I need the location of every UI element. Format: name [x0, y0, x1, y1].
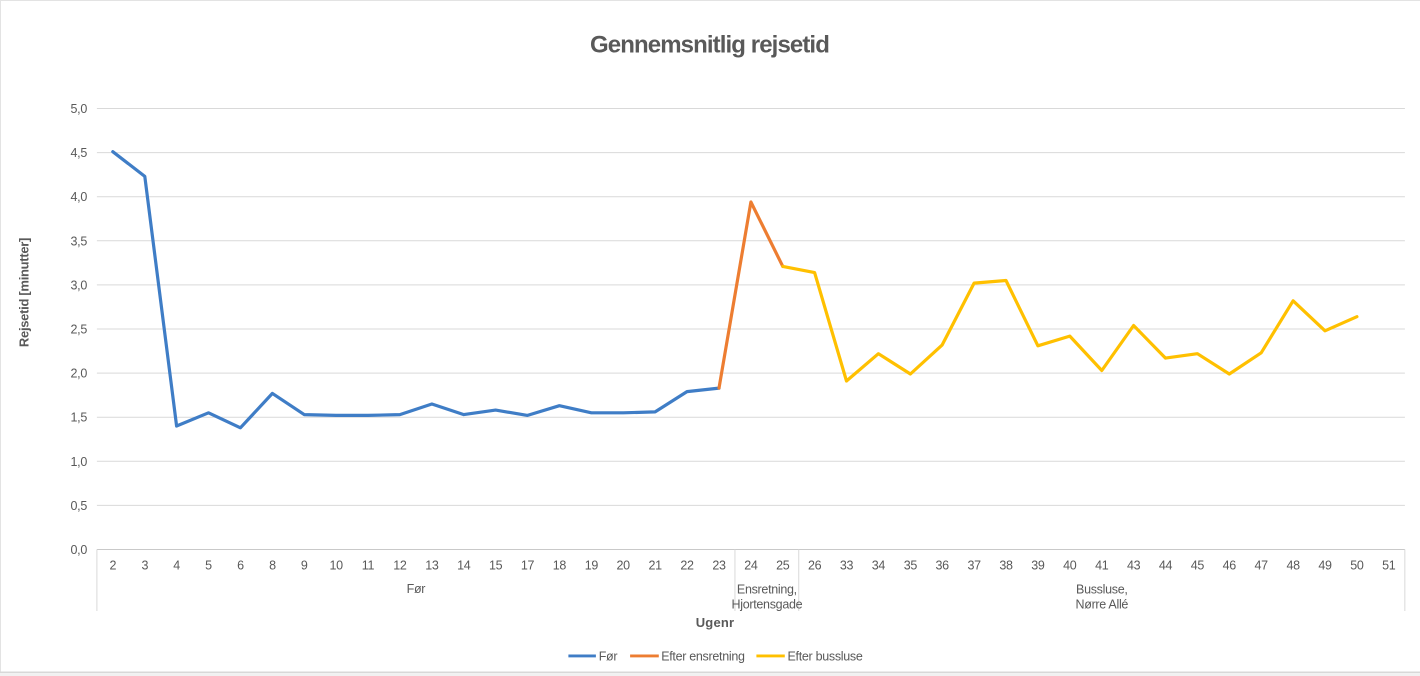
svg-text:Nørre Allé: Nørre Allé: [1076, 598, 1129, 612]
svg-text:17: 17: [521, 559, 535, 573]
svg-text:38: 38: [999, 559, 1013, 573]
svg-text:26: 26: [808, 559, 822, 573]
svg-text:4,0: 4,0: [71, 190, 88, 204]
svg-text:9: 9: [301, 559, 308, 573]
svg-text:Ugenr: Ugenr: [696, 615, 735, 630]
svg-text:13: 13: [425, 559, 439, 573]
svg-text:3: 3: [141, 559, 148, 573]
svg-text:35: 35: [904, 559, 918, 573]
svg-text:2,5: 2,5: [71, 323, 88, 337]
svg-text:43: 43: [1127, 559, 1141, 573]
svg-text:46: 46: [1223, 559, 1237, 573]
svg-text:8: 8: [269, 559, 276, 573]
svg-text:5,0: 5,0: [71, 102, 88, 116]
svg-text:Før: Før: [407, 582, 426, 596]
svg-text:34: 34: [872, 559, 886, 573]
svg-text:37: 37: [967, 559, 981, 573]
svg-text:10: 10: [329, 559, 343, 573]
svg-text:3,5: 3,5: [71, 234, 88, 248]
svg-text:22: 22: [680, 559, 694, 573]
svg-text:Efter ensretning: Efter ensretning: [661, 649, 745, 663]
svg-text:Efter bussluse: Efter bussluse: [788, 649, 863, 663]
svg-text:44: 44: [1159, 559, 1173, 573]
svg-text:18: 18: [553, 559, 567, 573]
svg-text:Hjortensgade: Hjortensgade: [732, 598, 803, 612]
svg-text:14: 14: [457, 559, 471, 573]
svg-text:12: 12: [393, 559, 407, 573]
svg-text:4: 4: [173, 559, 180, 573]
svg-text:50: 50: [1350, 559, 1364, 573]
svg-text:41: 41: [1095, 559, 1109, 573]
svg-text:Rejsetid [minutter]: Rejsetid [minutter]: [17, 238, 32, 347]
svg-text:2: 2: [109, 559, 116, 573]
svg-text:19: 19: [585, 559, 599, 573]
svg-text:Gennemsnitlig rejsetid: Gennemsnitlig rejsetid: [590, 32, 829, 59]
svg-text:6: 6: [237, 559, 244, 573]
svg-text:48: 48: [1286, 559, 1300, 573]
svg-text:33: 33: [840, 559, 854, 573]
svg-text:39: 39: [1031, 559, 1045, 573]
svg-text:24: 24: [744, 559, 758, 573]
svg-text:Bussluse,: Bussluse,: [1076, 583, 1128, 597]
svg-text:36: 36: [936, 559, 950, 573]
svg-text:1,5: 1,5: [71, 411, 88, 425]
svg-text:4,5: 4,5: [71, 146, 88, 160]
svg-text:49: 49: [1318, 559, 1332, 573]
svg-text:51: 51: [1382, 559, 1396, 573]
svg-text:2,0: 2,0: [71, 367, 88, 381]
svg-text:11: 11: [362, 559, 375, 573]
svg-text:Før: Før: [599, 649, 618, 663]
svg-text:5: 5: [205, 559, 212, 573]
svg-text:47: 47: [1255, 559, 1269, 573]
svg-text:23: 23: [712, 559, 726, 573]
svg-text:1,0: 1,0: [71, 455, 88, 469]
svg-text:25: 25: [776, 559, 790, 573]
svg-text:0,5: 0,5: [71, 499, 88, 513]
svg-text:0,0: 0,0: [71, 543, 88, 557]
svg-text:20: 20: [617, 559, 631, 573]
svg-text:3,0: 3,0: [71, 278, 88, 292]
svg-text:45: 45: [1191, 559, 1205, 573]
svg-text:40: 40: [1063, 559, 1077, 573]
svg-text:21: 21: [648, 559, 662, 573]
svg-text:15: 15: [489, 559, 503, 573]
svg-text:Ensretning,: Ensretning,: [737, 583, 797, 597]
